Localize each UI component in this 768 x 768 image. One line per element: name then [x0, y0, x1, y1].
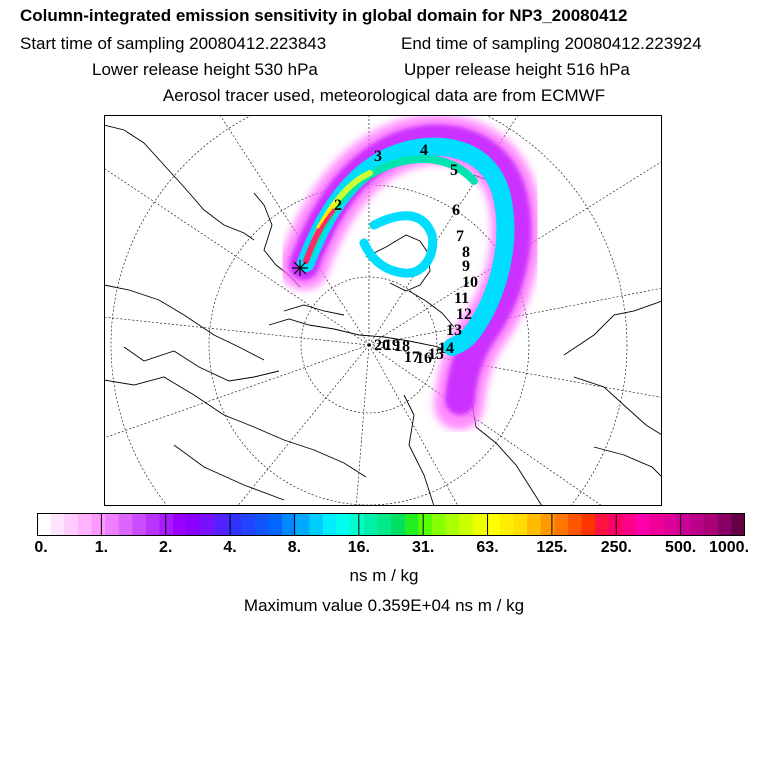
day-marker-14: 14: [438, 340, 454, 357]
colorbar-cell: [214, 513, 229, 536]
colorbar-cell: [132, 513, 147, 536]
colorbar-cell: [554, 513, 569, 536]
colorbar-cell: [64, 513, 79, 536]
day-marker-12: 12: [456, 306, 472, 323]
colorbar-tick-label: 16.: [347, 539, 370, 556]
day-marker-15: 15: [428, 346, 444, 363]
end-time-label: End time of sampling 20080412.223924: [401, 34, 702, 53]
colorbar-cell: [513, 513, 528, 536]
day-marker-16: 16: [416, 350, 432, 367]
colorbar-cell: [118, 513, 133, 536]
map-frame: [104, 115, 662, 506]
colorbar-cell: [690, 513, 705, 536]
colorbar-cell: [77, 513, 93, 536]
colorbar-cell: [676, 513, 692, 536]
plot-title: Column-integrated emission sensitivity i…: [20, 6, 628, 25]
colorbar-cell: [336, 513, 351, 536]
colorbar-cell: [472, 513, 487, 536]
colorbar-cell: [105, 513, 120, 536]
plume-peak-glow: [316, 201, 338, 229]
colorbar-cell: [377, 513, 392, 536]
colorbar-cell: [431, 513, 447, 536]
day-marker-8: 8: [462, 244, 470, 261]
colorbar-cell: [649, 513, 664, 536]
day-marker-9: 9: [462, 258, 470, 275]
colorbar-cell: [486, 513, 501, 536]
colorbar-cell: [404, 513, 419, 536]
day-marker-18: 18: [394, 338, 410, 355]
max-value-label: Maximum value 0.359E+04 ns m / kg: [243, 596, 525, 615]
colorbar-cell: [663, 513, 678, 536]
colorbar-cell: [391, 513, 406, 536]
day-marker-6: 6: [452, 202, 460, 219]
plume-branch: [359, 211, 438, 278]
release-location-marker: [292, 260, 308, 276]
colorbar-cell: [581, 513, 596, 536]
colorbar-cell: [445, 513, 460, 536]
colorbar-tick-label: 0.: [34, 539, 48, 556]
colorbar-tick-label: 1000.: [708, 539, 750, 556]
colorbar-cell: [91, 513, 106, 536]
colorbar-cell: [200, 513, 215, 536]
emission-plume: [279, 115, 542, 430]
colorbar-tick-label: 2.: [159, 539, 173, 556]
tracer-label: Aerosol tracer used, meteorological data…: [162, 86, 606, 105]
colorbar-cell: [418, 513, 433, 536]
day-marker-19: 19: [384, 337, 400, 354]
day-marker-3: 3: [374, 148, 382, 165]
colorbar-cell: [363, 513, 378, 536]
colorbar-cell: [254, 513, 270, 536]
colorbar-cell: [350, 513, 365, 536]
lower-release-label: Lower release height 530 hPa: [92, 60, 318, 79]
start-time-label: Start time of sampling 20080412.223843: [20, 34, 327, 53]
colorbar-tick-label: 1.: [94, 539, 109, 556]
day-marker-7: 7: [456, 228, 464, 245]
colorbar-cell: [159, 513, 174, 536]
colorbar-cell: [241, 513, 256, 536]
plume-peak: [303, 208, 335, 264]
upper-release-label: Upper release height 516 hPa: [404, 60, 630, 79]
colorbar-cell: [499, 513, 515, 536]
colorbar-cell: [145, 513, 161, 536]
colorbar-tick-label: 31.: [412, 539, 435, 556]
colorbar-cell: [173, 513, 188, 536]
colorbar: [37, 513, 745, 536]
colorbar-cell: [636, 513, 651, 536]
colorbar-cell: [595, 513, 610, 536]
colorbar-cell: [186, 513, 201, 536]
colorbar-cell: [322, 513, 338, 536]
colorbar-cell: [622, 513, 637, 536]
colorbar-cell: [268, 513, 283, 536]
colorbar-cell: [295, 513, 310, 536]
day-marker-17: 17: [404, 349, 420, 366]
colorbar-tick-label: 63.: [476, 539, 499, 556]
colorbar-cell: [717, 513, 732, 536]
colorbar-cell: [540, 513, 555, 536]
colorbar-tick-label: 4.: [223, 539, 237, 556]
colorbar-cell: [568, 513, 583, 536]
colorbar-cell: [527, 513, 542, 536]
colorbar-tick-label: 500.: [665, 539, 697, 556]
colorbar-tick-label: 8.: [287, 539, 302, 556]
day-marker-20: 20: [374, 337, 390, 354]
colorbar-cell: [50, 513, 65, 536]
day-marker-2: 2: [334, 197, 342, 214]
colorbar-tick-label: 250.: [600, 539, 632, 556]
day-marker-5: 5: [450, 162, 458, 179]
colorbar-cell: [282, 513, 297, 536]
colorbar-cell: [459, 513, 474, 536]
day-marker-13: 13: [446, 322, 462, 339]
day-marker-10: 10: [462, 274, 478, 291]
colorbar-unit-label: ns m / kg: [349, 566, 419, 585]
colorbar-cell: [704, 513, 719, 536]
colorbar-cell: [731, 513, 745, 536]
day-marker-11: 11: [454, 290, 469, 307]
colorbar-tick-label: 125.: [536, 539, 568, 556]
colorbar-cell: [309, 513, 324, 536]
colorbar-cell: [37, 513, 52, 536]
day-marker-4: 4: [420, 142, 428, 159]
colorbar-cell: [227, 513, 242, 536]
